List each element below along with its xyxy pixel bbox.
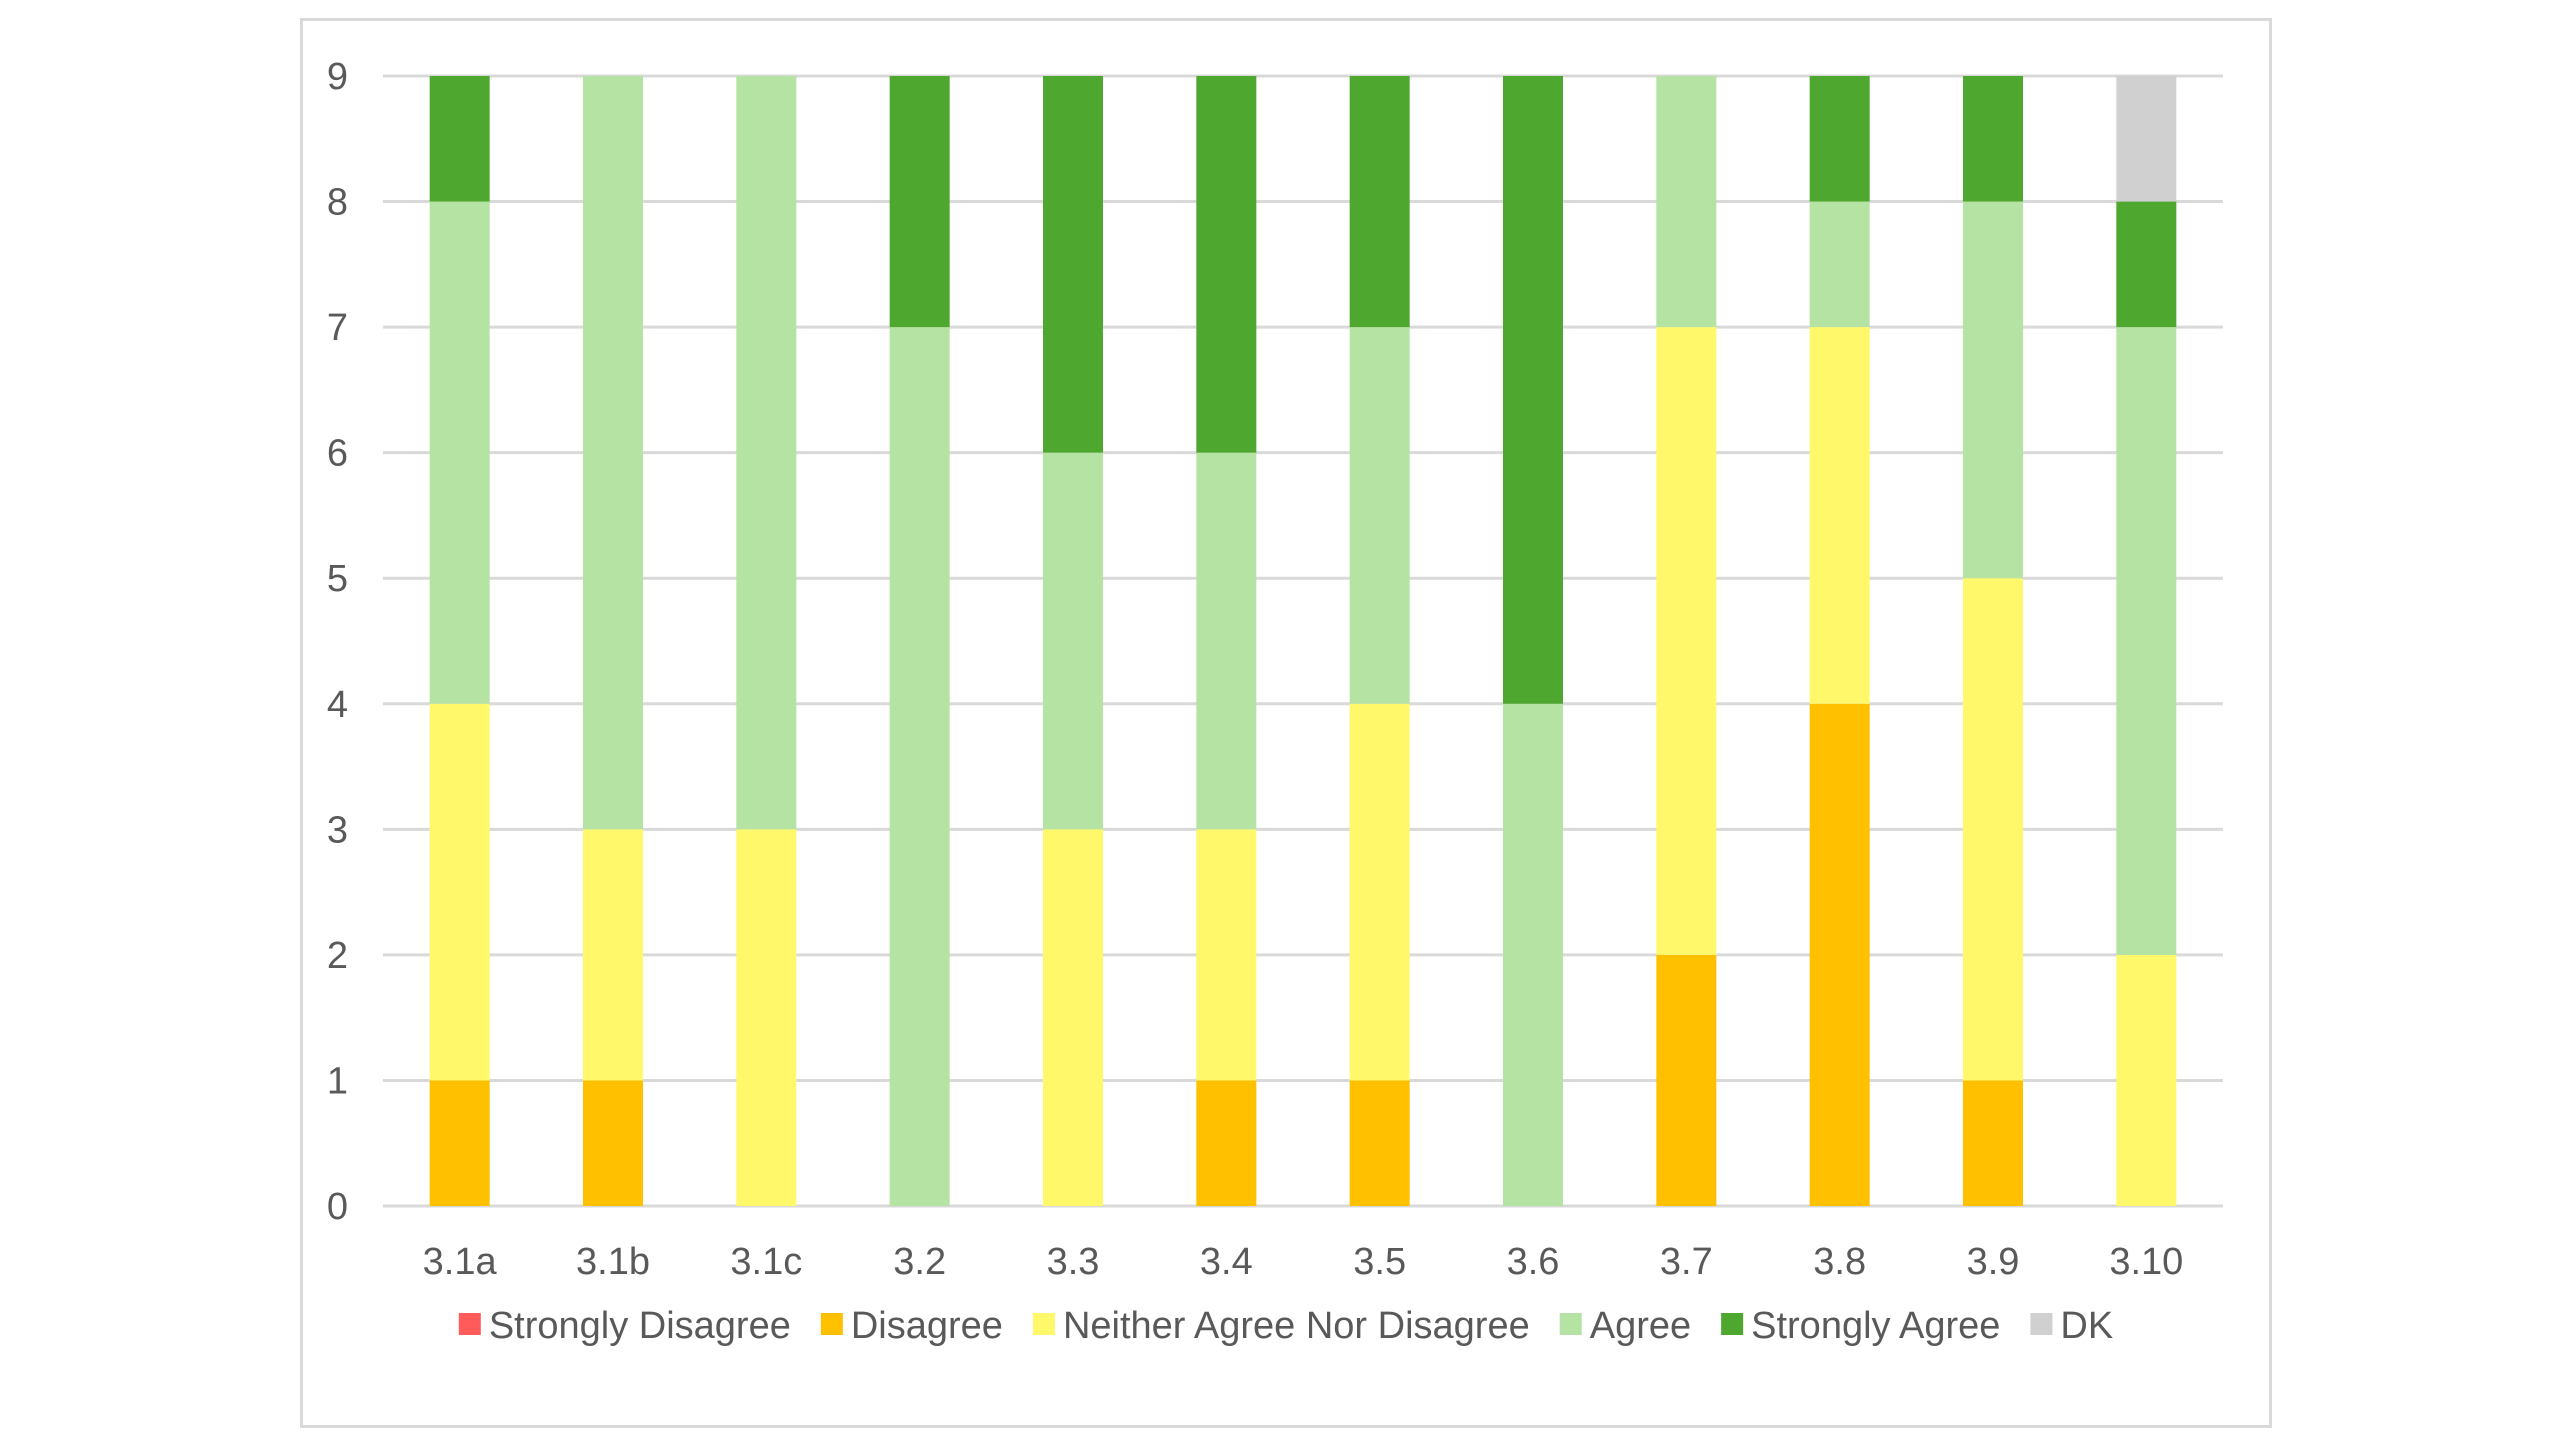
bar-segment-agree <box>583 76 643 830</box>
y-tick-label: 9 <box>327 56 348 98</box>
y-axis-tick-labels: 0 1 2 3 4 5 6 7 8 9 <box>327 56 348 1228</box>
x-tick-label: 3.5 <box>1353 1241 1406 1283</box>
bar-segment-strongly-agree <box>2116 201 2177 328</box>
y-tick-label: 8 <box>327 182 348 224</box>
bar-segment-neither-agree-nor-disagree <box>1349 703 1410 1081</box>
legend-swatch-strongly-agree <box>1721 1313 1744 1335</box>
y-tick-label: 0 <box>327 1186 348 1228</box>
y-tick-label: 1 <box>327 1060 348 1102</box>
bar-segment-agree <box>1963 201 2023 579</box>
bar-segment-agree <box>736 76 797 830</box>
bar-segment-neither-agree-nor-disagree <box>736 829 797 1206</box>
bar-segment-neither-agree-nor-disagree <box>1043 829 1103 1206</box>
x-tick-label: 3.9 <box>1967 1241 2020 1283</box>
bar-segment-agree <box>889 327 950 1207</box>
bar-segment-neither-agree-nor-disagree <box>2116 954 2177 1206</box>
bar-segment-agree <box>1809 201 1870 328</box>
x-tick-label: 3.3 <box>1047 1241 1100 1283</box>
bar-segment-disagree <box>1963 1080 2023 1206</box>
bar-segment-neither-agree-nor-disagree <box>1809 327 1870 704</box>
bar-segment-agree <box>1196 452 1257 830</box>
legend-label: Neither Agree Nor Disagree <box>1063 1305 1530 1347</box>
legend-label: DK <box>2060 1305 2113 1347</box>
x-tick-label: 3.4 <box>1200 1241 1253 1283</box>
bars <box>429 76 2177 1207</box>
bar-segment-neither-agree-nor-disagree <box>1656 327 1717 955</box>
x-tick-label: 3.1a <box>423 1241 498 1283</box>
x-tick-label: 3.2 <box>893 1241 946 1283</box>
bar-segment-strongly-agree <box>1503 76 1563 704</box>
bar-segment-disagree <box>583 1080 643 1206</box>
bar-segment-disagree <box>1349 1080 1410 1206</box>
x-axis-tick-labels: 3.1a 3.1b 3.1c 3.2 3.3 3.4 3.5 3.6 3.7 3.8 3.9 3.10 <box>423 1241 2184 1283</box>
gridlines <box>383 74 2223 1208</box>
bar-segment-agree <box>1656 76 1717 328</box>
bar-segment-agree <box>1349 327 1410 704</box>
legend-label: Disagree <box>851 1305 1003 1347</box>
x-tick-label: 3.8 <box>1813 1241 1866 1283</box>
y-tick-label: 7 <box>327 307 348 349</box>
y-tick-label: 4 <box>327 684 348 726</box>
bar-segment-agree <box>1503 703 1563 1206</box>
bar-segment-strongly-agree <box>1043 76 1103 453</box>
legend-swatch-dk <box>2030 1313 2053 1335</box>
bar-segment-strongly-agree <box>1963 76 2023 202</box>
bar-segment-disagree <box>1656 954 1717 1206</box>
bar-segment-strongly-agree <box>429 76 490 202</box>
y-tick-label: 5 <box>327 558 348 600</box>
bar-segment-disagree <box>429 1080 490 1206</box>
bar-segment-agree <box>1043 452 1103 830</box>
legend: Strongly Disagree Disagree Neither Agree N… <box>458 1305 2113 1347</box>
x-tick-label: 3.1c <box>730 1241 802 1283</box>
legend-swatch-strongly-disagree <box>458 1313 481 1335</box>
x-tick-label: 3.10 <box>2109 1241 2183 1283</box>
bar-segment-strongly-agree <box>1196 76 1257 453</box>
legend-label: Strongly Agree <box>1751 1305 2000 1347</box>
bar-segment-dk <box>2116 76 2177 202</box>
y-tick-label: 2 <box>327 935 348 977</box>
y-tick-label: 6 <box>327 433 348 475</box>
x-tick-label: 3.1b <box>576 1241 650 1283</box>
legend-swatch-neither-agree-nor-disagree <box>1032 1313 1055 1335</box>
bar-segment-neither-agree-nor-disagree <box>429 703 490 1081</box>
legend-swatch-disagree <box>820 1313 843 1335</box>
legend-swatch-agree <box>1559 1313 1582 1335</box>
bar-segment-strongly-agree <box>889 76 950 328</box>
bar-segment-agree <box>429 201 490 704</box>
bar-segment-strongly-agree <box>1349 76 1410 328</box>
x-tick-label: 3.7 <box>1660 1241 1713 1283</box>
bar-segment-neither-agree-nor-disagree <box>1963 578 2023 1081</box>
x-tick-label: 3.6 <box>1507 1241 1560 1283</box>
y-tick-label: 3 <box>327 809 348 851</box>
bar-segment-disagree <box>1809 703 1870 1206</box>
bar-segment-strongly-agree <box>1809 76 1870 202</box>
bar-segment-agree <box>2116 327 2177 955</box>
bar-segment-disagree <box>1196 1080 1257 1206</box>
legend-label: Agree <box>1590 1305 1691 1347</box>
bar-segment-neither-agree-nor-disagree <box>583 829 643 1081</box>
bar-segment-neither-agree-nor-disagree <box>1196 829 1257 1081</box>
legend-label: Strongly Disagree <box>489 1305 791 1347</box>
